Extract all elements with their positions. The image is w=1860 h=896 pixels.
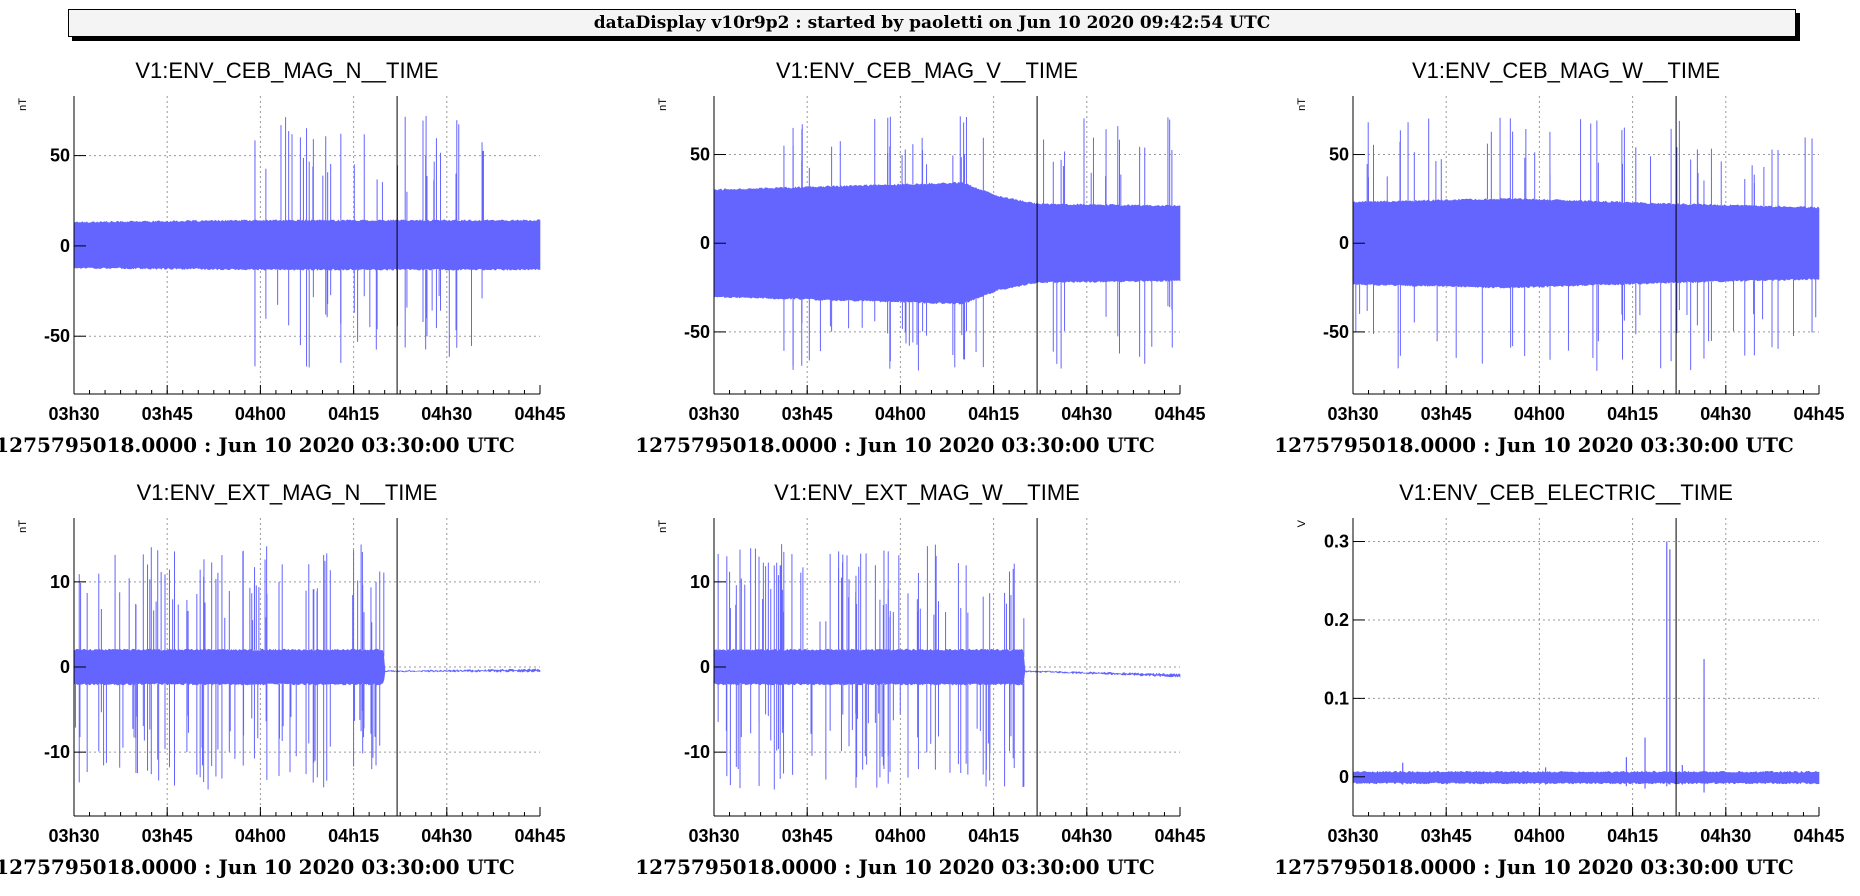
- x-tick-label: 04h45: [1154, 404, 1205, 424]
- x-tick-label: 04h30: [1061, 826, 1112, 846]
- y-tick-label: 0: [700, 233, 710, 253]
- y-tick-label: 0: [1339, 767, 1349, 787]
- x-tick-label: 04h15: [1607, 826, 1658, 846]
- x-axis-caption: 1275795018.0000 : Jun 10 2020 03:30:00 U…: [635, 433, 1155, 457]
- chart-title: V1:ENV_EXT_MAG_W__TIME: [774, 480, 1080, 505]
- x-tick-label: 03h30: [688, 404, 739, 424]
- y-tick-label: 0.3: [1324, 532, 1349, 552]
- x-tick-label: 04h00: [235, 826, 286, 846]
- x-tick-label: 04h15: [968, 826, 1019, 846]
- x-tick-label: 04h30: [1700, 826, 1751, 846]
- chart-title: V1:ENV_CEB_MAG_N__TIME: [135, 58, 438, 83]
- x-tick-label: 04h45: [1154, 826, 1205, 846]
- chart-panel: V1:ENV_CEB_MAG_V__TIME nT 50 0 -50 03h30 03h45…: [635, 58, 1205, 457]
- x-tick-label: 04h30: [1700, 404, 1751, 424]
- y-tick-label: -10: [684, 742, 710, 762]
- x-tick-label: 03h45: [1421, 404, 1472, 424]
- signal-envelope: [713, 181, 1181, 305]
- signal-envelope: [73, 219, 541, 271]
- y-axis-label: nT: [657, 98, 669, 111]
- x-axis-caption: 1275795018.0000 : Jun 10 2020 03:30:00 U…: [1274, 855, 1794, 879]
- x-tick-label: 04h15: [328, 826, 379, 846]
- x-tick-label: 04h45: [1793, 826, 1844, 846]
- x-tick-label: 03h30: [1327, 826, 1378, 846]
- y-tick-label: 50: [690, 145, 710, 165]
- y-tick-label: 0.2: [1324, 610, 1349, 630]
- x-tick-label: 03h30: [1327, 404, 1378, 424]
- y-tick-label: 0: [700, 657, 710, 677]
- y-axis-label: nT: [657, 520, 669, 533]
- x-tick-label: 04h00: [875, 826, 926, 846]
- x-tick-label: 04h45: [514, 404, 565, 424]
- x-tick-label: 04h15: [1607, 404, 1658, 424]
- y-axis-label: V: [1296, 519, 1308, 527]
- x-tick-label: 04h15: [968, 404, 1019, 424]
- chart-panel: V1:ENV_EXT_MAG_N__TIME nT 10 0 -10 03h30 03h45…: [0, 480, 566, 879]
- x-tick-label: 04h30: [421, 826, 472, 846]
- y-tick-label: 0: [60, 236, 70, 256]
- x-tick-label: 04h00: [1514, 404, 1565, 424]
- chart-panel: V1:ENV_CEB_MAG_W__TIME nT 50 0 -50 03h30 03h45…: [1274, 58, 1844, 457]
- x-tick-label: 04h45: [514, 826, 565, 846]
- y-tick-label: 50: [50, 146, 70, 166]
- y-tick-label: 0: [60, 657, 70, 677]
- chart-title: V1:ENV_EXT_MAG_N__TIME: [137, 480, 438, 505]
- signal-envelope: [1352, 197, 1820, 289]
- x-tick-label: 04h00: [875, 404, 926, 424]
- x-tick-label: 04h45: [1793, 404, 1844, 424]
- chart-title: V1:ENV_CEB_MAG_V__TIME: [776, 58, 1078, 83]
- y-axis-label: nT: [17, 520, 29, 533]
- y-tick-label: -10: [44, 742, 70, 762]
- y-tick-label: -50: [1323, 322, 1349, 342]
- y-tick-label: 10: [50, 572, 70, 592]
- header-title: dataDisplay v10r9p2 : started by paolett…: [68, 9, 1796, 37]
- chart-panel: V1:ENV_CEB_MAG_N__TIME nT 50 0 -50 03h30 03h45…: [0, 58, 566, 457]
- x-tick-label: 03h30: [688, 826, 739, 846]
- y-tick-label: 50: [1329, 145, 1349, 165]
- x-tick-label: 04h00: [235, 404, 286, 424]
- y-tick-label: 0.1: [1324, 688, 1349, 708]
- x-tick-label: 03h30: [48, 404, 99, 424]
- x-tick-label: 04h00: [1514, 826, 1565, 846]
- x-axis-caption: 1275795018.0000 : Jun 10 2020 03:30:00 U…: [0, 433, 515, 457]
- chart-title: V1:ENV_CEB_ELECTRIC__TIME: [1399, 480, 1733, 505]
- x-tick-label: 04h30: [1061, 404, 1112, 424]
- y-tick-label: 10: [690, 572, 710, 592]
- signal-envelope: [73, 648, 541, 686]
- x-axis-caption: 1275795018.0000 : Jun 10 2020 03:30:00 U…: [635, 855, 1155, 879]
- x-tick-label: 03h45: [782, 404, 833, 424]
- x-tick-label: 03h45: [142, 826, 193, 846]
- x-tick-label: 04h30: [421, 404, 472, 424]
- y-tick-label: -50: [44, 326, 70, 346]
- x-tick-label: 03h30: [48, 826, 99, 846]
- chart-title: V1:ENV_CEB_MAG_W__TIME: [1412, 58, 1720, 83]
- chart-panel: V1:ENV_CEB_ELECTRIC__TIME V 0.3 0.2 0.1 0 03h3…: [1274, 480, 1844, 879]
- x-tick-label: 03h45: [1421, 826, 1472, 846]
- x-tick-label: 04h15: [328, 404, 379, 424]
- y-axis-label: nT: [17, 98, 29, 111]
- y-tick-label: 0: [1339, 233, 1349, 253]
- y-axis-label: nT: [1296, 98, 1308, 111]
- signal-envelope: [1352, 770, 1820, 785]
- x-axis-caption: 1275795018.0000 : Jun 10 2020 03:30:00 U…: [1274, 433, 1794, 457]
- x-tick-label: 03h45: [782, 826, 833, 846]
- chart-panel: V1:ENV_EXT_MAG_W__TIME nT 10 0 -10 03h30 03h45…: [635, 480, 1205, 879]
- x-tick-label: 03h45: [142, 404, 193, 424]
- x-axis-caption: 1275795018.0000 : Jun 10 2020 03:30:00 U…: [0, 855, 515, 879]
- y-tick-label: -50: [684, 322, 710, 342]
